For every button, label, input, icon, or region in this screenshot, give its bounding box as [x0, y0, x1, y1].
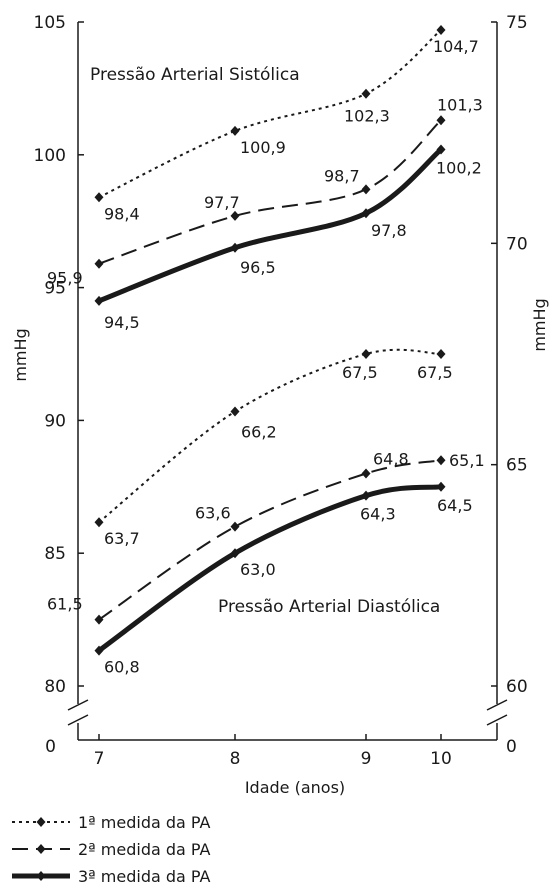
x-axis-title: Idade (anos) [245, 778, 345, 797]
data-label: 100,2 [436, 158, 482, 177]
left-axis-break-label: 0 [45, 737, 56, 757]
right-tick-label: 75 [506, 13, 528, 33]
data-label: 97,8 [371, 221, 407, 240]
data-label: 97,7 [204, 193, 240, 212]
right-tick-label: 70 [506, 234, 528, 254]
right-tick-label: 60 [506, 677, 528, 697]
legend-item: 1ª medida da PA [12, 813, 211, 832]
data-label: 60,8 [104, 658, 140, 677]
data-point-marker [361, 184, 371, 195]
data-point-marker [436, 455, 446, 466]
data-point-marker [230, 242, 240, 253]
legend-marker [36, 817, 46, 827]
data-label: 63,7 [104, 529, 140, 548]
data-label: 63,0 [240, 560, 276, 579]
data-label: 101,3 [437, 95, 483, 114]
data-point-marker [230, 548, 240, 559]
series-line [97, 484, 442, 653]
right-tick-label: 65 [506, 456, 528, 476]
left-tick-label: 95 [44, 279, 66, 299]
x-tick-label: 9 [361, 749, 372, 769]
x-axis-ticks: 7 8 9 10 [94, 734, 452, 769]
series-systolic-dashed [94, 115, 446, 269]
data-label: 67,5 [417, 363, 453, 382]
series-diastolic-dashed [94, 455, 446, 625]
data-point-marker [230, 210, 240, 221]
legend-marker [36, 844, 46, 854]
x-tick-label: 10 [430, 749, 452, 769]
data-point-marker [94, 295, 104, 306]
right-axis-break-label: 0 [506, 737, 517, 757]
series-line [98, 29, 442, 199]
legend-marker [36, 871, 46, 881]
legend-label: 2ª medida da PA [78, 840, 211, 859]
data-point-marker [230, 125, 240, 136]
y-axis-title-right: mmHg [530, 298, 549, 351]
data-point-marker [361, 349, 371, 359]
data-label: 104,7 [433, 37, 479, 56]
left-axis-ticks: 80 85 90 95 100 105 [34, 13, 84, 697]
data-label: 100,9 [240, 138, 286, 157]
legend-item: 3ª medida da PA [12, 867, 211, 886]
data-point-marker [94, 258, 104, 269]
x-tick-label: 8 [230, 749, 241, 769]
x-tick-label: 7 [94, 749, 105, 769]
series-line [98, 348, 442, 523]
data-point-marker [94, 192, 104, 203]
data-label: 65,1 [449, 451, 485, 470]
data-labels-layer: 98,4 100,9 102,3 104,7 95,9 97,7 98,7 101,3 94,5… [47, 37, 485, 677]
data-point-marker [94, 517, 104, 528]
data-point-marker [436, 349, 446, 359]
data-point-marker [436, 24, 446, 35]
data-label: 66,2 [241, 423, 277, 442]
left-tick-label: 105 [34, 13, 66, 33]
series-systolic-dotted [94, 24, 446, 203]
data-label: 98,7 [324, 166, 360, 185]
legend-label: 3ª medida da PA [78, 867, 211, 886]
data-point-marker [436, 144, 446, 155]
data-label: 96,5 [240, 258, 276, 277]
left-axis-break [67, 699, 89, 726]
data-point-marker [94, 645, 104, 656]
data-point-marker [361, 468, 371, 479]
data-label: 64,3 [360, 505, 396, 524]
series-layer [94, 24, 446, 656]
data-label: 64,8 [373, 450, 409, 469]
data-label: 67,5 [342, 363, 378, 382]
data-label: 95,9 [47, 269, 83, 288]
data-label: 64,5 [437, 496, 473, 515]
data-label: 94,5 [104, 313, 140, 332]
right-axis-break [486, 699, 508, 726]
legend-item: 2ª medida da PA [12, 840, 211, 859]
series-systolic-solid [94, 144, 446, 306]
legend-label: 1ª medida da PA [78, 813, 211, 832]
left-tick-label: 80 [44, 677, 66, 697]
series-line [98, 119, 442, 265]
data-point-marker [94, 614, 104, 625]
data-point-marker [361, 490, 371, 501]
data-point-marker [361, 88, 371, 99]
right-axis-ticks: 60 65 70 75 [491, 13, 528, 697]
data-label: 98,4 [104, 204, 140, 223]
y-axis-title-left: mmHg [11, 328, 30, 381]
data-label: 61,5 [47, 595, 83, 614]
series-line [98, 459, 442, 621]
data-point-marker [436, 115, 446, 126]
diastolic-annotation: Pressão Arterial Diastólica [218, 597, 440, 617]
data-point-marker [436, 481, 446, 492]
data-label: 63,6 [195, 504, 231, 523]
data-point-marker [230, 406, 240, 417]
left-tick-label: 100 [34, 146, 66, 166]
series-diastolic-dotted [94, 348, 446, 528]
systolic-annotation: Pressão Arterial Sistólica [90, 65, 300, 85]
data-point-marker [361, 208, 371, 219]
left-tick-label: 85 [44, 544, 66, 564]
series-diastolic-solid [94, 481, 446, 656]
series-line [98, 147, 443, 304]
data-label: 102,3 [344, 107, 390, 126]
data-point-marker [230, 521, 240, 532]
legend: 1ª medida da PA 2ª medida da PA 3ª medida … [12, 813, 211, 886]
left-tick-label: 90 [44, 411, 66, 431]
